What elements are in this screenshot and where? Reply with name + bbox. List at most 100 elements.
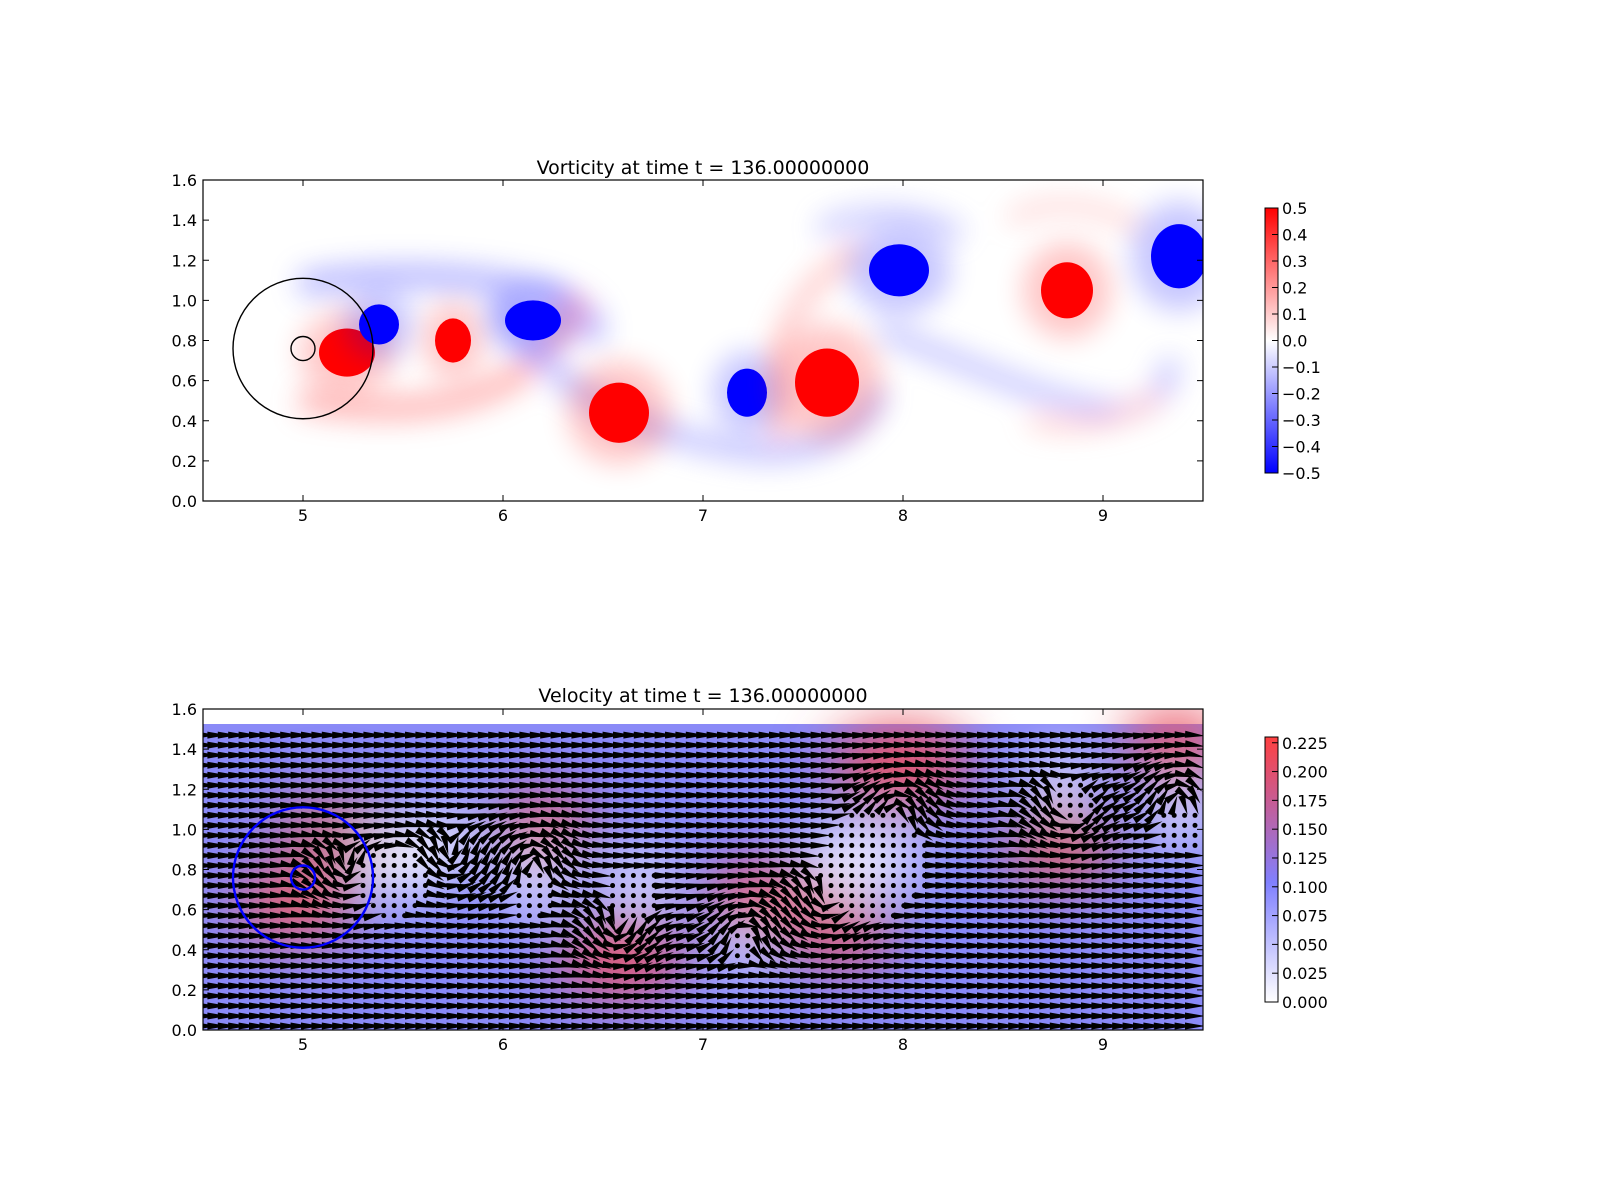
quiver-dot — [859, 842, 865, 848]
quiver-arrow — [769, 771, 789, 779]
x-tick-label: 7 — [698, 506, 708, 525]
quiver-arrow — [1029, 922, 1049, 930]
quiver-arrow — [1008, 972, 1029, 980]
quiver-arrow — [394, 781, 415, 789]
quiver-arrow — [290, 952, 311, 960]
quiver-arrow — [716, 982, 737, 990]
quiver-arrow — [665, 1022, 685, 1030]
quiver-arrow — [1008, 992, 1029, 1000]
quiver-dot — [370, 852, 376, 858]
quiver-arrow — [737, 961, 758, 969]
quiver-arrow — [1185, 902, 1203, 910]
quiver-arrow — [1101, 972, 1122, 980]
quiver-arrow — [1184, 861, 1203, 869]
quiver-arrow — [831, 982, 852, 990]
quiver-arrow — [748, 781, 769, 789]
quiver-arrow — [300, 846, 320, 862]
quiver-arrow — [248, 861, 269, 869]
quiver-arrow — [613, 751, 633, 759]
quiver-arrow — [612, 811, 633, 819]
y-tick-label: 1.4 — [172, 211, 197, 230]
quiver-arrow — [1164, 742, 1185, 750]
quiver-arrow — [529, 731, 550, 739]
colorbar-tick-label: 0.5 — [1282, 199, 1307, 218]
quiver-arrow — [1101, 932, 1122, 940]
quiver-arrow — [612, 831, 633, 839]
quiver-arrow — [280, 771, 301, 779]
quiver-arrow — [633, 741, 654, 749]
quiver-arrow — [748, 771, 769, 779]
quiver-arrow — [324, 844, 336, 865]
quiver-arrow — [1174, 962, 1195, 970]
quiver-arrow — [956, 831, 977, 839]
quiver-arrow — [1008, 741, 1029, 749]
quiver-arrow — [238, 932, 259, 940]
quiver-arrow — [311, 962, 332, 970]
quiver-arrow — [207, 912, 228, 920]
quiver-arrow — [945, 902, 966, 910]
quiver-arrow — [467, 1012, 488, 1020]
quiver-arrow — [830, 921, 851, 933]
quiver-arrow — [1174, 972, 1195, 980]
quiver-arrow — [217, 942, 238, 950]
quiver-dot — [1182, 842, 1188, 848]
quiver-arrow — [1039, 972, 1060, 980]
quiver-arrow — [498, 992, 519, 1000]
quiver-arrow — [1018, 922, 1039, 930]
quiver-arrow — [425, 1012, 446, 1020]
quiver-arrow — [446, 992, 467, 1000]
quiver-arrow — [1122, 852, 1143, 860]
quiver-arrow — [800, 801, 821, 809]
quiver-arrow — [560, 918, 581, 930]
quiver-arrow — [1081, 912, 1101, 920]
quiver-arrow — [893, 962, 914, 970]
quiver-arrow — [675, 801, 696, 809]
quiver-arrow — [290, 848, 311, 859]
quiver-arrow — [259, 982, 280, 990]
quiver-arrow — [665, 821, 685, 829]
quiver-arrow — [301, 761, 321, 769]
quiver-arrow — [269, 921, 290, 929]
quiver-arrow — [1144, 787, 1160, 806]
quiver-arrow — [594, 915, 607, 935]
quiver-arrow — [748, 851, 769, 859]
quiver-arrow — [976, 811, 997, 819]
quiver-arrow — [460, 835, 470, 856]
quiver-arrow — [248, 902, 269, 910]
quiver-arrow — [1081, 1012, 1101, 1020]
quiver-arrow — [907, 814, 919, 835]
quiver-dot — [828, 852, 834, 858]
quiver-arrow — [1060, 932, 1081, 940]
quiver-arrow — [1101, 1012, 1122, 1020]
quiver-arrow — [279, 859, 300, 868]
quiver-arrow — [612, 992, 633, 1000]
quiver-arrow — [416, 835, 432, 854]
quiver-arrow — [571, 926, 590, 943]
quiver-arrow — [1039, 731, 1060, 739]
quiver-arrow — [311, 1022, 332, 1030]
quiver-arrow — [768, 878, 789, 890]
quiver-arrow — [249, 982, 269, 990]
quiver-arrow — [249, 942, 269, 950]
quiver-arrow — [1018, 796, 1037, 812]
quiver-arrow — [425, 741, 446, 749]
quiver-arrow — [508, 932, 529, 940]
quiver-arrow — [249, 781, 269, 789]
quiver-arrow — [321, 741, 342, 749]
quiver-arrow — [477, 771, 498, 779]
quiver-arrow — [633, 771, 654, 779]
quiver-arrow — [654, 821, 675, 829]
quiver-arrow — [384, 821, 405, 829]
quiver-arrow — [311, 992, 332, 1000]
quiver-arrow — [1132, 882, 1153, 890]
quiver-arrow — [1049, 1012, 1070, 1020]
quiver-arrow — [987, 922, 1008, 930]
quiver-arrow — [436, 1002, 457, 1010]
quiver-arrow — [1070, 1002, 1091, 1010]
quiver-arrow — [1029, 1012, 1049, 1020]
quiver-arrow — [384, 962, 405, 970]
quiver-arrow — [613, 741, 633, 749]
quiver-arrow — [966, 791, 987, 799]
quiver-arrow — [779, 811, 800, 819]
